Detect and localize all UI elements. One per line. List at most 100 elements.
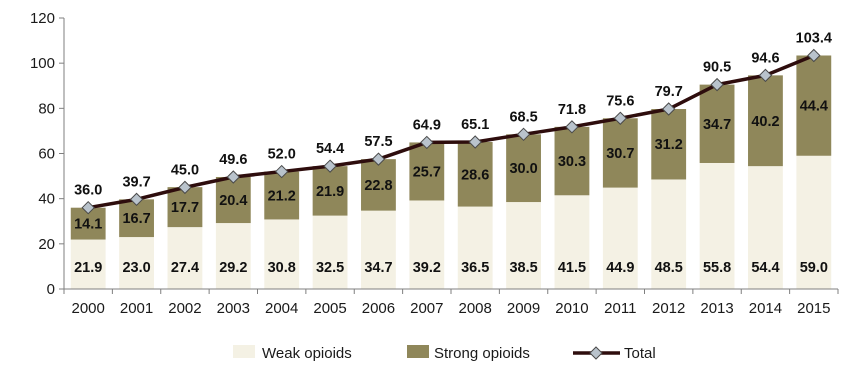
data-label-total: 45.0 bbox=[171, 162, 199, 178]
x-tick-label: 2002 bbox=[168, 300, 201, 317]
bar-weak-opioids bbox=[215, 223, 251, 289]
data-labels-layer: 21.9 23.0 27.4 29.2 30.8 32.5 34.7 39.2 36.5 38.5… bbox=[74, 30, 832, 276]
legend-swatch-strong-opioids bbox=[407, 345, 429, 358]
data-label-total: 49.6 bbox=[219, 152, 247, 168]
total-marker bbox=[274, 164, 289, 179]
bar-strong-opioids bbox=[699, 84, 735, 163]
x-tick-label: 2005 bbox=[313, 300, 346, 317]
x-tick-label: 2009 bbox=[507, 300, 540, 317]
bar-weak-opioids bbox=[167, 227, 203, 289]
y-tick-label: 0 bbox=[47, 281, 55, 298]
data-label-strong-opioids: 14.1 bbox=[74, 217, 102, 233]
total-marker bbox=[420, 135, 434, 150]
y-tick-label: 80 bbox=[38, 100, 55, 117]
data-label-weak-opioids: 34.7 bbox=[364, 260, 392, 276]
data-label-total: 39.7 bbox=[122, 174, 150, 190]
x-tick-label: 2007 bbox=[410, 300, 443, 317]
data-label-weak-opioids: 44.9 bbox=[606, 260, 634, 276]
data-label-strong-opioids: 25.7 bbox=[413, 164, 441, 180]
data-label-weak-opioids: 48.5 bbox=[655, 260, 683, 276]
data-label-weak-opioids: 54.4 bbox=[751, 260, 779, 276]
bar-weak-opioids bbox=[312, 215, 348, 289]
x-tick-label: 2008 bbox=[459, 300, 492, 317]
x-tick-label: 2013 bbox=[700, 300, 733, 317]
x-tick-label: 2012 bbox=[652, 300, 685, 317]
legend-label-strong-opioids: Strong opioids bbox=[434, 345, 530, 362]
data-label-strong-opioids: 30.3 bbox=[558, 154, 586, 170]
y-tick-label: 60 bbox=[38, 146, 55, 163]
data-label-strong-opioids: 31.2 bbox=[655, 137, 683, 153]
x-tick-label: 2001 bbox=[120, 300, 153, 317]
data-label-strong-opioids: 34.7 bbox=[703, 117, 731, 133]
x-tick-label: 2015 bbox=[797, 300, 830, 317]
total-marker bbox=[371, 152, 386, 166]
data-label-weak-opioids: 32.5 bbox=[316, 260, 344, 276]
legend-marker-total bbox=[589, 346, 603, 360]
bar-strong-opioids bbox=[748, 75, 783, 167]
legend-label-weak-opioids: Weak opioids bbox=[262, 345, 352, 362]
total-marker bbox=[226, 170, 241, 184]
bar-weak-opioids bbox=[554, 195, 590, 289]
data-label-total: 75.6 bbox=[606, 93, 634, 109]
data-label-total: 79.7 bbox=[655, 84, 683, 100]
data-label-strong-opioids: 22.8 bbox=[364, 178, 392, 194]
bar-strong-opioids bbox=[651, 109, 687, 180]
total-marker bbox=[178, 180, 192, 195]
data-label-total: 52.0 bbox=[268, 147, 296, 163]
data-label-strong-opioids: 17.7 bbox=[171, 200, 199, 216]
data-label-strong-opioids: 16.7 bbox=[122, 211, 150, 227]
data-label-strong-opioids: 30.0 bbox=[509, 161, 537, 177]
bar-weak-opioids bbox=[796, 155, 832, 289]
data-label-strong-opioids: 28.6 bbox=[461, 167, 489, 183]
bar-strong-opioids bbox=[457, 141, 493, 207]
bar-strong-opioids bbox=[361, 159, 396, 211]
data-label-total: 54.4 bbox=[316, 141, 344, 157]
total-marker bbox=[613, 111, 628, 125]
bar-strong-opioids bbox=[602, 118, 638, 188]
bar-strong-opioids bbox=[554, 126, 590, 196]
y-tick-label: 100 bbox=[30, 55, 55, 72]
data-label-total: 36.0 bbox=[74, 183, 102, 199]
bar-weak-opioids bbox=[457, 206, 493, 289]
bar-weak-opioids bbox=[602, 187, 638, 289]
data-label-total: 68.5 bbox=[509, 109, 537, 125]
bar-weak-opioids bbox=[70, 239, 106, 289]
total-marker bbox=[807, 48, 821, 63]
bar-weak-opioids bbox=[264, 219, 300, 289]
total-line bbox=[87, 53, 815, 210]
bar-weak-opioids bbox=[506, 202, 541, 289]
x-tick-label: 2006 bbox=[362, 300, 395, 317]
x-tick-label: 2004 bbox=[265, 300, 298, 317]
data-label-strong-opioids: 30.7 bbox=[606, 146, 634, 162]
bar-weak-opioids bbox=[748, 166, 783, 289]
data-label-total: 71.8 bbox=[558, 102, 586, 118]
data-label-total: 57.5 bbox=[364, 134, 392, 150]
data-label-weak-opioids: 55.8 bbox=[703, 260, 731, 276]
bar-strong-opioids bbox=[312, 166, 348, 216]
data-label-weak-opioids: 30.8 bbox=[268, 260, 296, 276]
data-label-weak-opioids: 23.0 bbox=[122, 260, 150, 276]
legend-swatch-weak-opioids bbox=[233, 345, 255, 358]
bar-strong-opioids bbox=[264, 171, 300, 220]
bar-strong-opioids bbox=[506, 134, 541, 203]
legend: Weak opioids Strong opioids Total bbox=[233, 345, 656, 362]
bar-weak-opioids bbox=[361, 210, 396, 289]
data-label-strong-opioids: 21.2 bbox=[268, 189, 296, 205]
data-label-total: 64.9 bbox=[413, 117, 441, 133]
data-label-weak-opioids: 41.5 bbox=[558, 260, 586, 276]
x-tick-label: 2003 bbox=[217, 300, 250, 317]
total-marker bbox=[323, 159, 337, 173]
data-label-weak-opioids: 36.5 bbox=[461, 260, 489, 276]
legend-label-total: Total bbox=[624, 345, 656, 362]
bar-weak-opioids bbox=[119, 237, 154, 289]
data-label-weak-opioids: 27.4 bbox=[171, 260, 199, 276]
total-marker bbox=[516, 127, 531, 142]
bar-weak-opioids bbox=[699, 162, 735, 289]
x-tick-label: 2000 bbox=[72, 300, 105, 317]
total-marker bbox=[565, 120, 579, 134]
bar-weak-opioids bbox=[651, 179, 687, 289]
data-label-total: 103.4 bbox=[796, 30, 832, 46]
data-label-total: 94.6 bbox=[751, 50, 779, 66]
